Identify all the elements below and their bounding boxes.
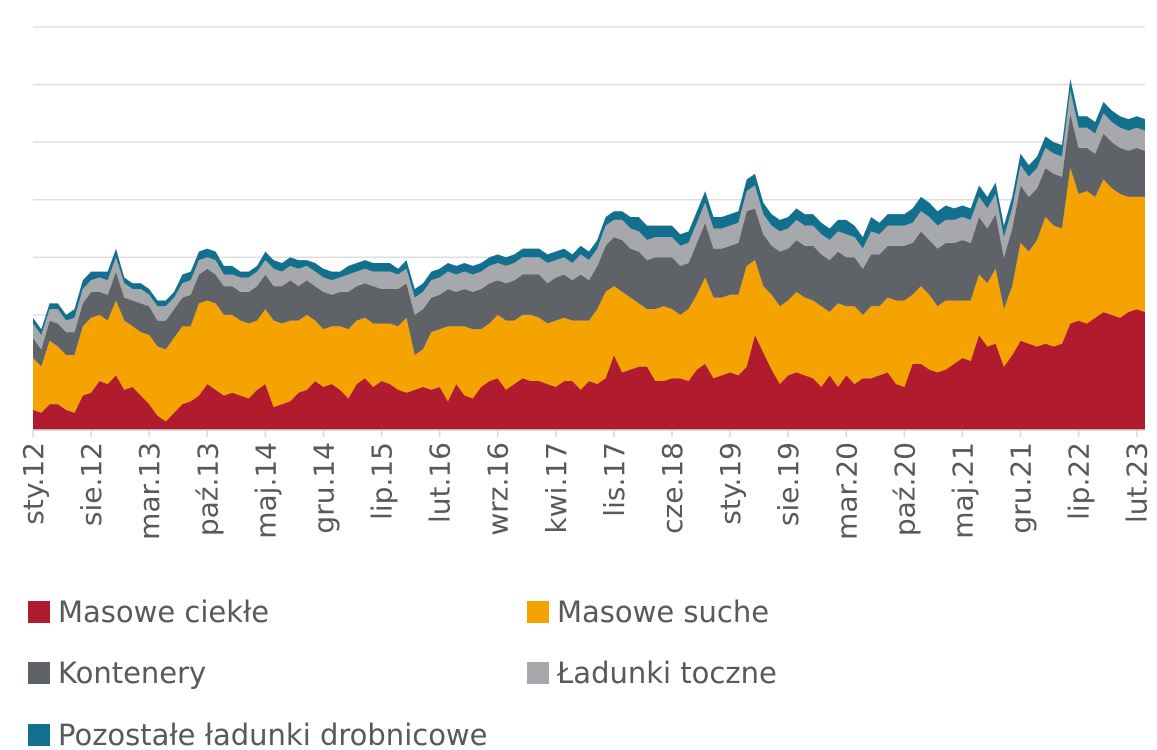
legend-swatch bbox=[28, 662, 50, 684]
x-tick-label: paź.20 bbox=[888, 442, 921, 536]
x-tick-label: kwi.17 bbox=[540, 442, 573, 533]
x-tick-label: gru.14 bbox=[307, 442, 340, 534]
x-tick-label: lip.15 bbox=[366, 442, 399, 520]
x-tick-label: paź.13 bbox=[191, 442, 224, 536]
x-tick-label: sie.19 bbox=[772, 442, 805, 526]
x-tick-label: maj.14 bbox=[249, 442, 282, 539]
area bbox=[33, 78, 1145, 336]
x-tick-label: sie.12 bbox=[75, 442, 108, 526]
legend-label: Masowe suche bbox=[557, 595, 769, 629]
x-tick-label: lis.17 bbox=[598, 442, 631, 517]
x-tick-label: mar.20 bbox=[830, 442, 863, 540]
x-tick-label: sty.12 bbox=[17, 442, 50, 525]
area bbox=[33, 113, 1145, 367]
legend-swatch bbox=[527, 662, 549, 684]
x-tick-label: cze.18 bbox=[656, 442, 689, 534]
x-tick-label: gru.21 bbox=[1005, 442, 1038, 534]
legend-swatch bbox=[527, 601, 549, 623]
legend-label: Masowe ciekłe bbox=[58, 595, 269, 629]
x-tick-label: lut.23 bbox=[1121, 442, 1154, 523]
legend-label: Pozostałe ładunki drobnicowe bbox=[58, 718, 488, 750]
x-tick-label: lut.16 bbox=[424, 442, 457, 523]
area bbox=[33, 168, 1145, 422]
legend-swatch bbox=[28, 601, 50, 623]
x-tick-label: lip.22 bbox=[1063, 442, 1096, 520]
legend-swatch bbox=[28, 724, 50, 746]
area bbox=[33, 90, 1145, 350]
x-tick-label: wrz.16 bbox=[482, 442, 515, 536]
x-tick-label: sty.19 bbox=[714, 442, 747, 525]
x-tick-label: mar.13 bbox=[133, 442, 166, 540]
legend-label: Ładunki toczne bbox=[556, 656, 777, 690]
legend-label: Kontenery bbox=[58, 656, 206, 690]
x-tick-label: maj.21 bbox=[946, 442, 979, 539]
area bbox=[33, 309, 1145, 430]
